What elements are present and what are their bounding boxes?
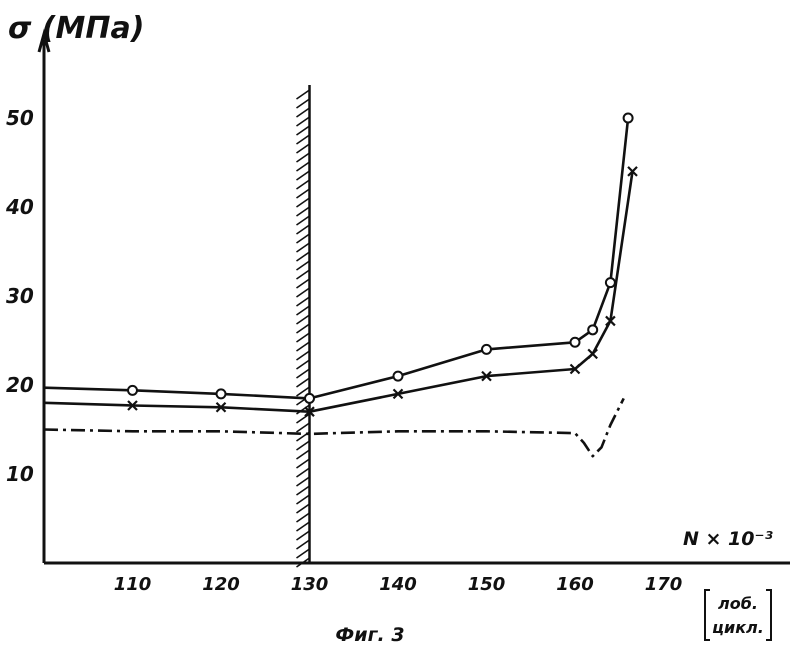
y-axis-label: σ (MΠa) bbox=[8, 11, 144, 46]
hatched-boundary bbox=[297, 85, 310, 567]
hatch-stroke bbox=[297, 207, 310, 216]
y-tick-label: 40 bbox=[5, 195, 34, 219]
hatch-stroke bbox=[297, 306, 310, 315]
hatch-stroke bbox=[297, 513, 310, 522]
hatch-stroke bbox=[297, 495, 310, 504]
x-tick-label: 120 bbox=[202, 574, 240, 595]
tick-labels: 110 120 130 140 150 160 170 10 20 30 40 50 bbox=[5, 106, 682, 595]
axes bbox=[39, 34, 790, 563]
hatch-stroke bbox=[297, 117, 310, 126]
data-point-circle bbox=[482, 345, 491, 354]
hatch-stroke bbox=[297, 414, 310, 423]
data-point-circle bbox=[588, 325, 597, 334]
data-point-cross bbox=[588, 349, 597, 358]
x-tick-label: 140 bbox=[379, 574, 417, 595]
data-point-circle bbox=[624, 114, 633, 123]
hatch-stroke bbox=[297, 342, 310, 351]
hatch-stroke bbox=[297, 243, 310, 252]
x-axis-label: N × 10⁻³ bbox=[683, 528, 774, 550]
hatch-stroke bbox=[297, 108, 310, 117]
hatch-stroke bbox=[297, 261, 310, 270]
hatch-stroke bbox=[297, 288, 310, 297]
hatch-stroke bbox=[297, 378, 310, 387]
hatch-stroke bbox=[297, 297, 310, 306]
hatch-stroke bbox=[297, 153, 310, 162]
y-tick-label: 10 bbox=[6, 462, 34, 486]
hatch-stroke bbox=[297, 162, 310, 171]
hatch-stroke bbox=[297, 252, 310, 261]
hatch-stroke bbox=[297, 423, 310, 432]
x-unit-line-2: цикл. bbox=[712, 618, 764, 637]
x-tick-label: 170 bbox=[645, 574, 683, 595]
hatch-stroke bbox=[297, 540, 310, 549]
hatch-stroke bbox=[297, 234, 310, 243]
figure-caption: Фиг. 3 bbox=[335, 624, 404, 646]
hatch-stroke bbox=[297, 324, 310, 333]
hatch-stroke bbox=[297, 351, 310, 360]
hatch-stroke bbox=[297, 198, 310, 207]
y-tick-label: 30 bbox=[6, 284, 34, 308]
series-line-1 bbox=[44, 118, 628, 398]
hatch-stroke bbox=[297, 90, 310, 99]
y-tick-label: 20 bbox=[6, 373, 34, 397]
data-point-circle bbox=[571, 338, 580, 347]
data-point-circle bbox=[606, 278, 615, 287]
hatch-stroke bbox=[297, 270, 310, 279]
hatch-stroke bbox=[297, 333, 310, 342]
x-tick-label: 150 bbox=[468, 574, 506, 595]
hatch-stroke bbox=[297, 450, 310, 459]
hatch-stroke bbox=[297, 549, 310, 558]
hatch-stroke bbox=[297, 99, 310, 108]
hatch-stroke bbox=[297, 486, 310, 495]
hatch-stroke bbox=[297, 369, 310, 378]
hatch-stroke bbox=[297, 126, 310, 135]
hatch-stroke bbox=[297, 468, 310, 477]
hatch-stroke bbox=[297, 180, 310, 189]
hatch-stroke bbox=[297, 360, 310, 369]
hatch-stroke bbox=[297, 522, 310, 531]
hatch-stroke bbox=[297, 504, 310, 513]
data-point-circle bbox=[128, 386, 137, 395]
hatch-stroke bbox=[297, 315, 310, 324]
data-point-circle bbox=[217, 389, 226, 398]
hatch-stroke bbox=[297, 144, 310, 153]
x-unit-line-1: лоб. bbox=[718, 594, 758, 613]
hatch-stroke bbox=[297, 531, 310, 540]
hatch-stroke bbox=[297, 279, 310, 288]
hatch-stroke bbox=[297, 225, 310, 234]
hatch-stroke bbox=[297, 189, 310, 198]
hatch-stroke bbox=[297, 441, 310, 450]
data-point-circle bbox=[394, 372, 403, 381]
data-point-circle bbox=[305, 394, 314, 403]
hatch-stroke bbox=[297, 135, 310, 144]
hatch-stroke bbox=[297, 459, 310, 468]
hatch-stroke bbox=[297, 171, 310, 180]
hatch-stroke bbox=[297, 216, 310, 225]
x-tick-label: 130 bbox=[291, 574, 329, 595]
x-tick-label: 160 bbox=[556, 574, 594, 595]
y-tick-label: 50 bbox=[6, 106, 34, 130]
series-line-2 bbox=[44, 171, 633, 411]
hatch-stroke bbox=[297, 477, 310, 486]
x-tick-label: 110 bbox=[114, 574, 152, 595]
